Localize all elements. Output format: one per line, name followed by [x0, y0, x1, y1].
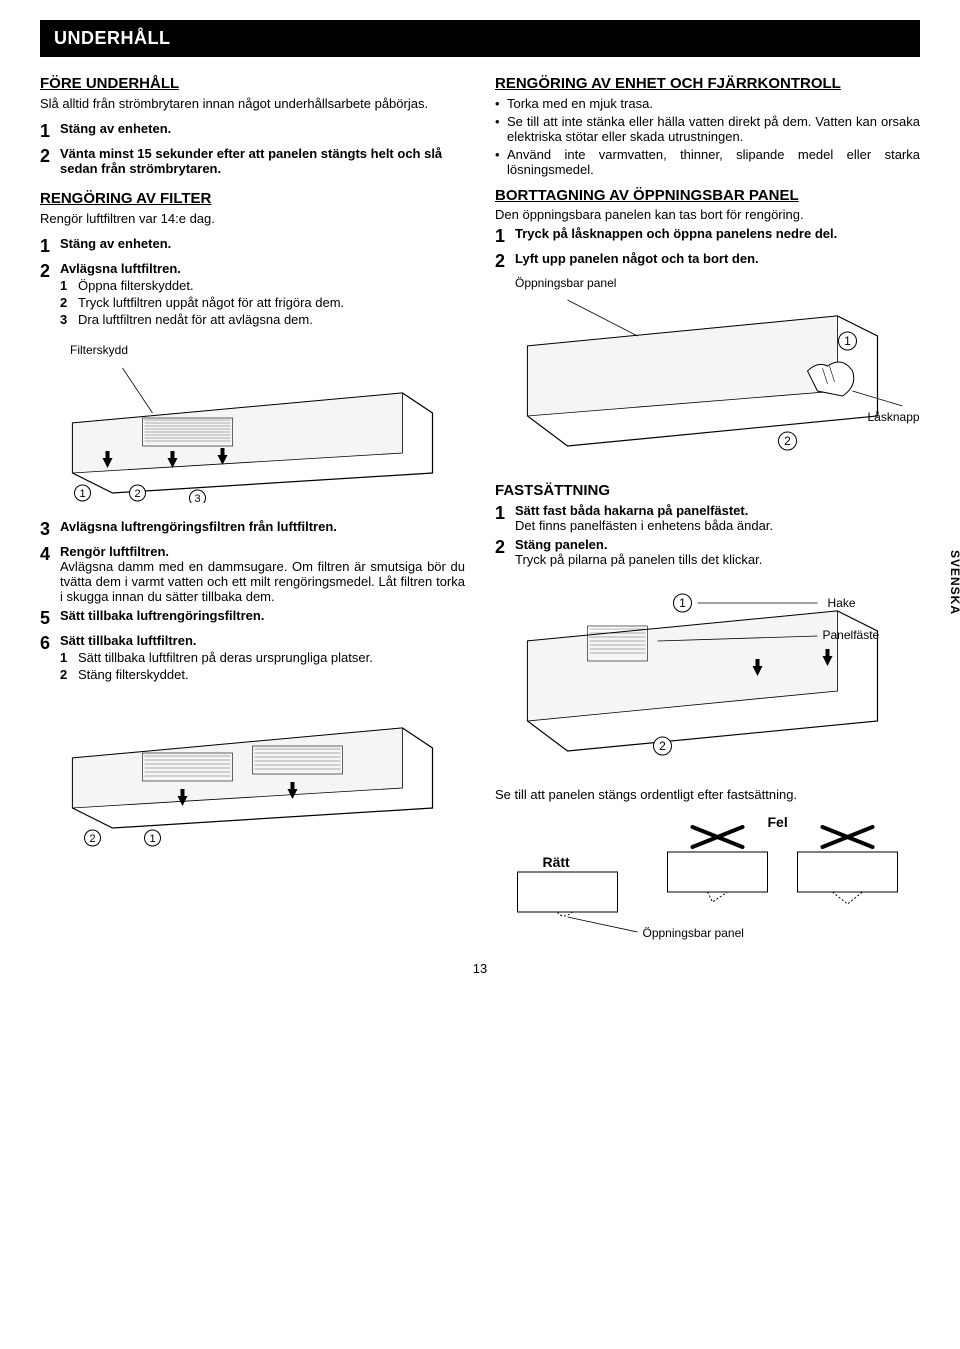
step-text: Stäng av enheten.: [60, 236, 171, 251]
bullet-dot: •: [495, 114, 507, 144]
bullet-text: Använd inte varmvatten, thinner, slipand…: [507, 147, 920, 177]
svg-text:Fel: Fel: [768, 814, 788, 830]
pre-maintenance-title: FÖRE UNDERHÅLL: [40, 75, 465, 92]
right-column: RENGÖRING AV ENHET OCH FJÄRRKONTROLL •To…: [495, 75, 920, 945]
substep-num: 3: [60, 312, 78, 327]
pre-steps: 1 Stäng av enheten. 2 Vänta minst 15 sek…: [40, 121, 465, 176]
figure-panel-remove: 1 2 Låsknapp: [495, 296, 920, 466]
step-text: Rengör luftfiltren.: [60, 544, 169, 559]
bullet-text: Torka med en mjuk trasa.: [507, 96, 920, 111]
step-number: 2: [40, 146, 60, 176]
filter-steps-b: 3 Avlägsna luftrengöringsfiltren från lu…: [40, 519, 465, 684]
step-text: Lyft upp panelen något och ta bort den.: [515, 251, 759, 266]
step-detail: Tryck på pilarna på panelen tills det kl…: [515, 552, 920, 567]
step-detail: Det finns panelfästen i enhetens båda än…: [515, 518, 920, 533]
step-number: 1: [495, 503, 515, 533]
oppningsbar-panel-label: Öppningsbar panel: [495, 276, 920, 290]
clean-unit-title: RENGÖRING AV ENHET OCH FJÄRRKONTROLL: [495, 75, 920, 92]
filterskydd-label: Filterskydd: [40, 343, 465, 357]
bullet-text: Se till att inte stänka eller hälla vatt…: [507, 114, 920, 144]
panel-remove-title: BORTTAGNING AV ÖPPNINGSBAR PANEL: [495, 187, 920, 204]
step-number: 6: [40, 633, 60, 684]
svg-text:2: 2: [89, 833, 95, 845]
bullet-dot: •: [495, 147, 507, 177]
step-number: 1: [40, 236, 60, 257]
substep-text: Dra luftfiltren nedåt för att avlägsna d…: [78, 312, 465, 327]
step-number: 1: [495, 226, 515, 247]
substep-num: 2: [60, 667, 78, 682]
substep-text: Stäng filterskyddet.: [78, 667, 465, 682]
filter-clean-intro: Rengör luftfiltren var 14:e dag.: [40, 211, 465, 226]
svg-text:1: 1: [844, 334, 851, 348]
substep-num: 1: [60, 278, 78, 293]
figure-filter-install: 2 1: [40, 698, 465, 848]
svg-text:1: 1: [79, 488, 85, 500]
svg-text:Hake: Hake: [828, 596, 856, 610]
panel-remove-intro: Den öppningsbara panelen kan tas bort fö…: [495, 207, 920, 222]
step-text: Avlägsna luftfiltren.: [60, 261, 181, 276]
bullet-dot: •: [495, 96, 507, 111]
figure-filter-remove: 1 2 3: [40, 363, 465, 503]
substep-text: Sätt tillbaka luftfiltren på deras urspr…: [78, 650, 465, 665]
substep-num: 2: [60, 295, 78, 310]
step-text: Sätt tillbaka luftfiltren.: [60, 633, 197, 648]
svg-text:Rätt: Rätt: [543, 854, 571, 870]
right-wrong-figure: Fel Rätt: [495, 812, 920, 945]
close-note: Se till att panelen stängs ordentligt ef…: [495, 787, 920, 802]
step-number: 3: [40, 519, 60, 540]
svg-text:Öppningsbar panel: Öppningsbar panel: [643, 926, 744, 940]
svg-text:2: 2: [659, 739, 666, 753]
figure-panel-attach: 1 2 Hake Panelfäste: [495, 581, 920, 771]
svg-text:1: 1: [679, 596, 686, 610]
language-tab: SVENSKA: [948, 550, 960, 615]
substep-text: Tryck luftfiltren uppåt något för att fr…: [78, 295, 465, 310]
svg-text:3: 3: [194, 493, 200, 503]
step-number: 2: [40, 261, 60, 329]
step-text: Stäng panelen.: [515, 537, 607, 552]
step-text: Sätt fast båda hakarna på panelfästet.: [515, 503, 748, 518]
step-text: Avlägsna luftrengöringsfiltren från luft…: [60, 519, 337, 534]
step-number: 2: [495, 537, 515, 567]
attach-title: FASTSÄTTNING: [495, 482, 920, 499]
svg-text:Låsknapp: Låsknapp: [868, 410, 920, 424]
substep-text: Öppna filterskyddet.: [78, 278, 465, 293]
page-number: 13: [40, 961, 920, 976]
pre-maintenance-intro: Slå alltid från strömbrytaren innan någo…: [40, 96, 465, 111]
step-number: 2: [495, 251, 515, 272]
step-number: 1: [40, 121, 60, 142]
step-number: 5: [40, 608, 60, 629]
step-text: Vänta minst 15 sekunder efter att panele…: [60, 146, 442, 176]
svg-text:2: 2: [784, 434, 791, 448]
svg-text:Panelfäste: Panelfäste: [823, 628, 880, 642]
step-number: 4: [40, 544, 60, 604]
step-text: Sätt tillbaka luftrengöringsfiltren.: [60, 608, 264, 623]
header-bar: UNDERHÅLL: [40, 20, 920, 57]
svg-text:1: 1: [149, 833, 155, 845]
filter-clean-title: RENGÖRING AV FILTER: [40, 190, 465, 207]
left-column: FÖRE UNDERHÅLL Slå alltid från strömbryt…: [40, 75, 465, 945]
substep-num: 1: [60, 650, 78, 665]
step-detail: Avlägsna damm med en dammsugare. Om filt…: [60, 559, 465, 604]
filter-steps-a: 1 Stäng av enheten. 2 Avlägsna luftfiltr…: [40, 236, 465, 329]
step-text: Tryck på låsknappen och öppna panelens n…: [515, 226, 837, 241]
step-text: Stäng av enheten.: [60, 121, 171, 136]
svg-text:2: 2: [134, 488, 140, 500]
